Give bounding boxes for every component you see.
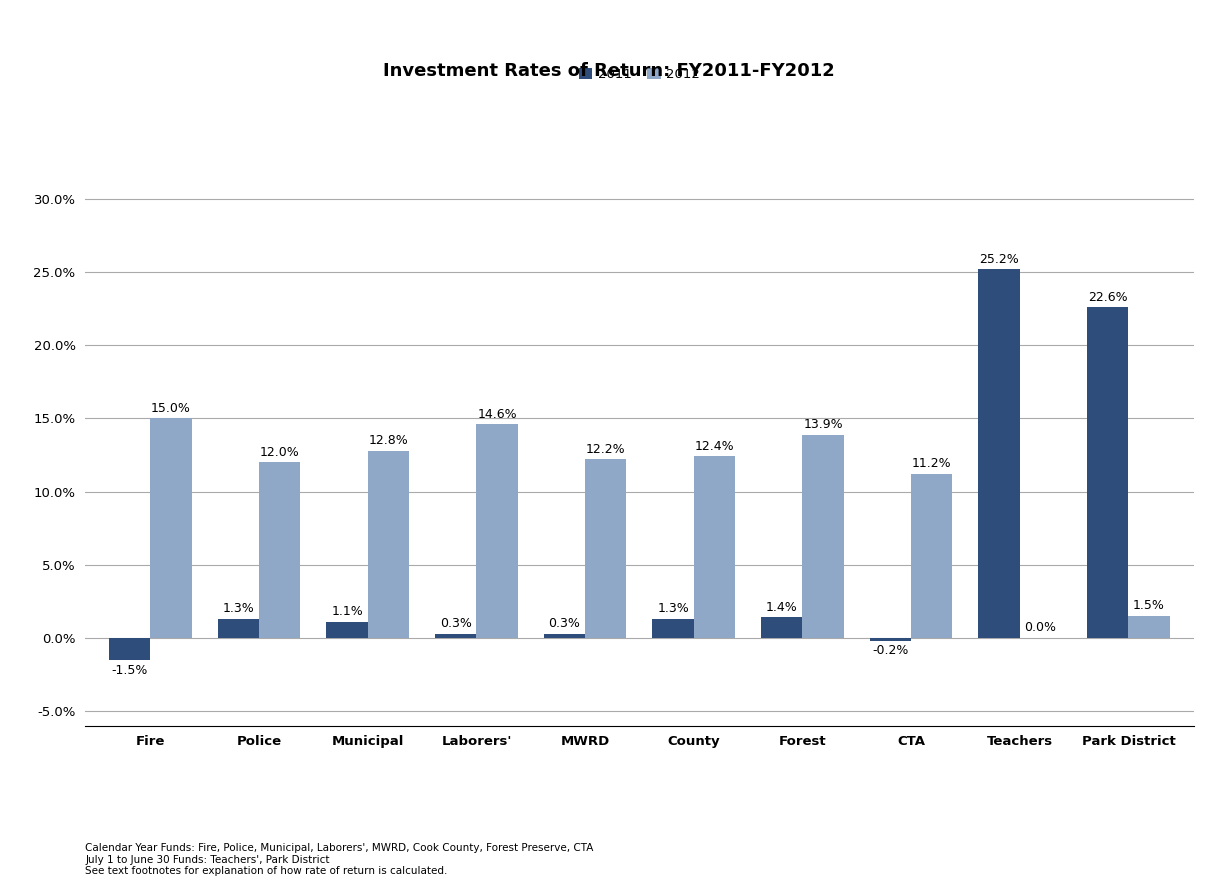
Text: 12.4%: 12.4% <box>694 440 734 453</box>
Text: 12.0%: 12.0% <box>259 446 300 458</box>
Text: 11.2%: 11.2% <box>912 458 951 470</box>
Bar <box>110 638 151 660</box>
Text: 0.0%: 0.0% <box>1024 621 1056 635</box>
Text: Investment Rates of Return: FY2011-FY2012: Investment Rates of Return: FY2011-FY201… <box>384 62 834 80</box>
Legend: 2011, 2012: 2011, 2012 <box>574 63 705 87</box>
Text: -0.2%: -0.2% <box>872 644 909 658</box>
Bar <box>1088 307 1128 638</box>
Bar <box>911 474 952 638</box>
Bar <box>476 424 518 638</box>
Bar <box>694 457 736 638</box>
Text: 12.2%: 12.2% <box>586 442 626 456</box>
Bar <box>761 618 803 638</box>
Text: 22.6%: 22.6% <box>1088 290 1128 304</box>
Text: 14.6%: 14.6% <box>477 408 516 420</box>
Bar <box>543 634 585 638</box>
Text: 1.4%: 1.4% <box>766 601 798 614</box>
Text: -1.5%: -1.5% <box>112 664 149 676</box>
Bar <box>326 622 368 638</box>
Text: 0.3%: 0.3% <box>440 617 471 630</box>
Text: 15.0%: 15.0% <box>151 402 191 415</box>
Bar <box>151 419 191 638</box>
Bar <box>368 450 409 638</box>
Text: 0.3%: 0.3% <box>548 617 581 630</box>
Text: 1.3%: 1.3% <box>223 602 255 615</box>
Text: 25.2%: 25.2% <box>979 252 1019 266</box>
Bar <box>585 459 626 638</box>
Text: 1.5%: 1.5% <box>1133 599 1166 612</box>
Bar <box>259 462 301 638</box>
Text: Calendar Year Funds: Fire, Police, Municipal, Laborers', MWRD, Cook County, Fore: Calendar Year Funds: Fire, Police, Munic… <box>85 843 593 876</box>
Bar <box>978 269 1019 638</box>
Bar <box>870 638 911 641</box>
Text: 12.8%: 12.8% <box>369 434 408 447</box>
Bar <box>218 619 259 638</box>
Bar <box>1128 616 1169 638</box>
Bar <box>653 619 694 638</box>
Text: 1.3%: 1.3% <box>658 602 689 615</box>
Text: 13.9%: 13.9% <box>804 418 843 431</box>
Bar <box>435 634 476 638</box>
Text: 1.1%: 1.1% <box>331 605 363 618</box>
Bar <box>803 435 844 638</box>
